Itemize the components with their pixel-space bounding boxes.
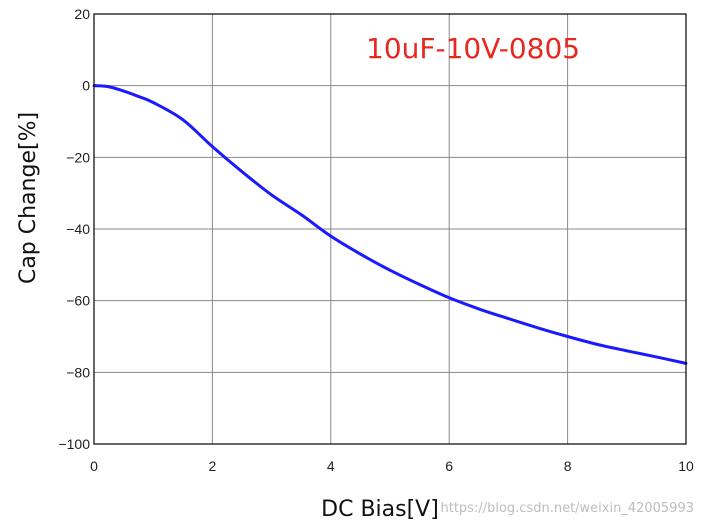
data-point: [536, 326, 540, 330]
data-point: [447, 296, 451, 300]
data-point: [211, 145, 214, 148]
data-point: [388, 268, 392, 272]
data-point: [418, 283, 421, 286]
data-point: [477, 307, 481, 311]
data-point: [566, 335, 569, 338]
y-tick-label: −20: [66, 149, 90, 165]
data-point: [507, 317, 510, 320]
x-tick-labels: 0 2 4 6 8 10: [90, 458, 694, 474]
y-axis-title: Cap Change[%]: [16, 112, 41, 284]
data-point: [329, 234, 333, 238]
data-point: [137, 95, 140, 98]
watermark: https://blog.csdn.net/weixin_42005993: [440, 501, 694, 516]
x-tick-label: 4: [327, 458, 335, 474]
data-point: [595, 342, 599, 346]
y-tick-label: 0: [82, 78, 90, 94]
x-tick-label: 0: [90, 458, 98, 474]
data-point: [299, 213, 303, 217]
data-point: [181, 118, 185, 122]
data-point: [240, 170, 244, 174]
x-axis-title: DC Bias[V]: [321, 497, 439, 522]
chart-annotation: 10uF-10V-0805: [366, 32, 580, 65]
y-tick-label: −60: [66, 293, 90, 309]
y-tick-labels: 20 0 −20 −40 −60 −80 −100: [58, 6, 90, 452]
data-point: [107, 85, 111, 89]
data-point: [359, 252, 362, 256]
y-tick-label: −40: [66, 221, 90, 237]
x-tick-label: 10: [678, 458, 694, 474]
data-series: [92, 84, 688, 365]
x-tick-label: 6: [445, 458, 453, 474]
y-tick-label: −80: [66, 364, 90, 380]
y-tick-label: 20: [74, 6, 90, 22]
data-point: [655, 355, 658, 359]
y-tick-label: −100: [58, 436, 90, 452]
x-tick-label: 2: [209, 458, 217, 474]
data-point: [625, 349, 629, 353]
data-point: [151, 101, 155, 104]
plot-frame: [93, 13, 687, 445]
x-tick-label: 8: [564, 458, 572, 474]
data-point: [270, 193, 273, 197]
data-point: [122, 89, 125, 93]
